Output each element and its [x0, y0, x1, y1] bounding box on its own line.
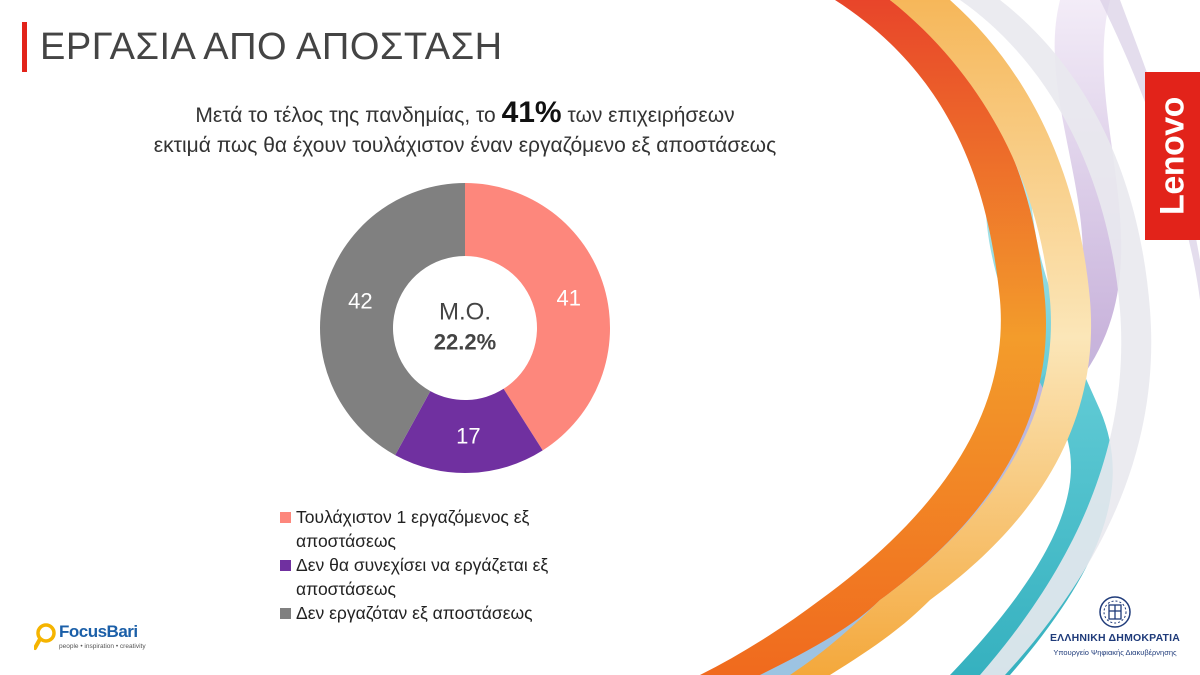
ministry-name: Υπουργείο Ψηφιακής Διακυβέρνησης	[1053, 648, 1177, 657]
headline-highlight: 41%	[501, 96, 562, 129]
legend-label-line-2: αποστάσεως	[296, 531, 396, 551]
donut-center-value: 22.2%	[434, 330, 496, 355]
greek-emblem-icon	[1099, 596, 1131, 628]
legend-label-line-1: Δεν θα συνεχίσει να εργάζεται εξ	[296, 555, 549, 575]
donut-slice	[319, 183, 465, 456]
legend-label-line-1: Δεν εργαζόταν εξ αποστάσεως	[296, 603, 533, 623]
lenovo-logo-text: Lenovo	[1153, 97, 1191, 215]
legend-swatch	[280, 512, 291, 523]
legend-swatch	[280, 608, 291, 619]
headline-line-2: εκτιμά πως θα έχουν τουλάχιστον έναν εργ…	[153, 134, 777, 157]
donut-chart: 41 17 42 Μ.Ο. 22.2%	[319, 183, 610, 474]
headline-before: Μετά το τέλος της πανδημίας, το	[195, 104, 496, 127]
focusbari-name: FocusBari	[59, 622, 138, 641]
donut-slice	[465, 183, 610, 451]
headline: Μετά το τέλος της πανδημίας, το 41% των …	[60, 98, 870, 161]
legend-label-line-1: Τουλάχιστον 1 εργαζόμενος εξ	[296, 507, 530, 527]
focusbari-logo: FocusBari people • inspiration • creativ…	[34, 622, 194, 656]
hellenic-republic-name: ΕΛΛΗΝΙΚΗ ΔΗΜΟΚΡΑΤΙΑ	[1049, 632, 1181, 644]
slice-value-label: 41	[556, 285, 580, 310]
slice-value-label: 42	[348, 289, 372, 314]
headline-after: των επιχειρήσεων	[567, 104, 735, 127]
legend-item: Δεν εργαζόταν εξ αποστάσεως	[280, 601, 660, 625]
headline-line-1: Μετά το τέλος της πανδημίας, το 41% των …	[60, 98, 870, 131]
lenovo-logo: Lenovo	[1145, 72, 1200, 240]
focusbari-tagline: people • inspiration • creativity	[59, 643, 146, 650]
slice-value-label: 17	[456, 423, 480, 448]
legend-item: Δεν θα συνεχίσει να εργάζεται εξ αποστάσ…	[280, 553, 660, 601]
page-title: ΕΡΓΑΣΙΑ ΑΠΟ ΑΠΟΣΤΑΣΗ	[40, 26, 503, 68]
donut-center-label: Μ.Ο.	[439, 299, 491, 326]
legend-label-line-2: αποστάσεως	[296, 579, 396, 599]
chart-legend: Τουλάχιστον 1 εργαζόμενος εξ αποστάσεως …	[280, 505, 660, 625]
legend-item: Τουλάχιστον 1 εργαζόμενος εξ αποστάσεως	[280, 505, 660, 553]
legend-swatch	[280, 560, 291, 571]
magnifier-icon	[34, 623, 56, 650]
hellenic-republic-logo: ΕΛΛΗΝΙΚΗ ΔΗΜΟΚΡΑΤΙΑ Υπουργείο Ψηφιακής Δ…	[1040, 592, 1190, 662]
donut-slice	[395, 388, 543, 474]
title-accent-bar	[22, 22, 27, 72]
